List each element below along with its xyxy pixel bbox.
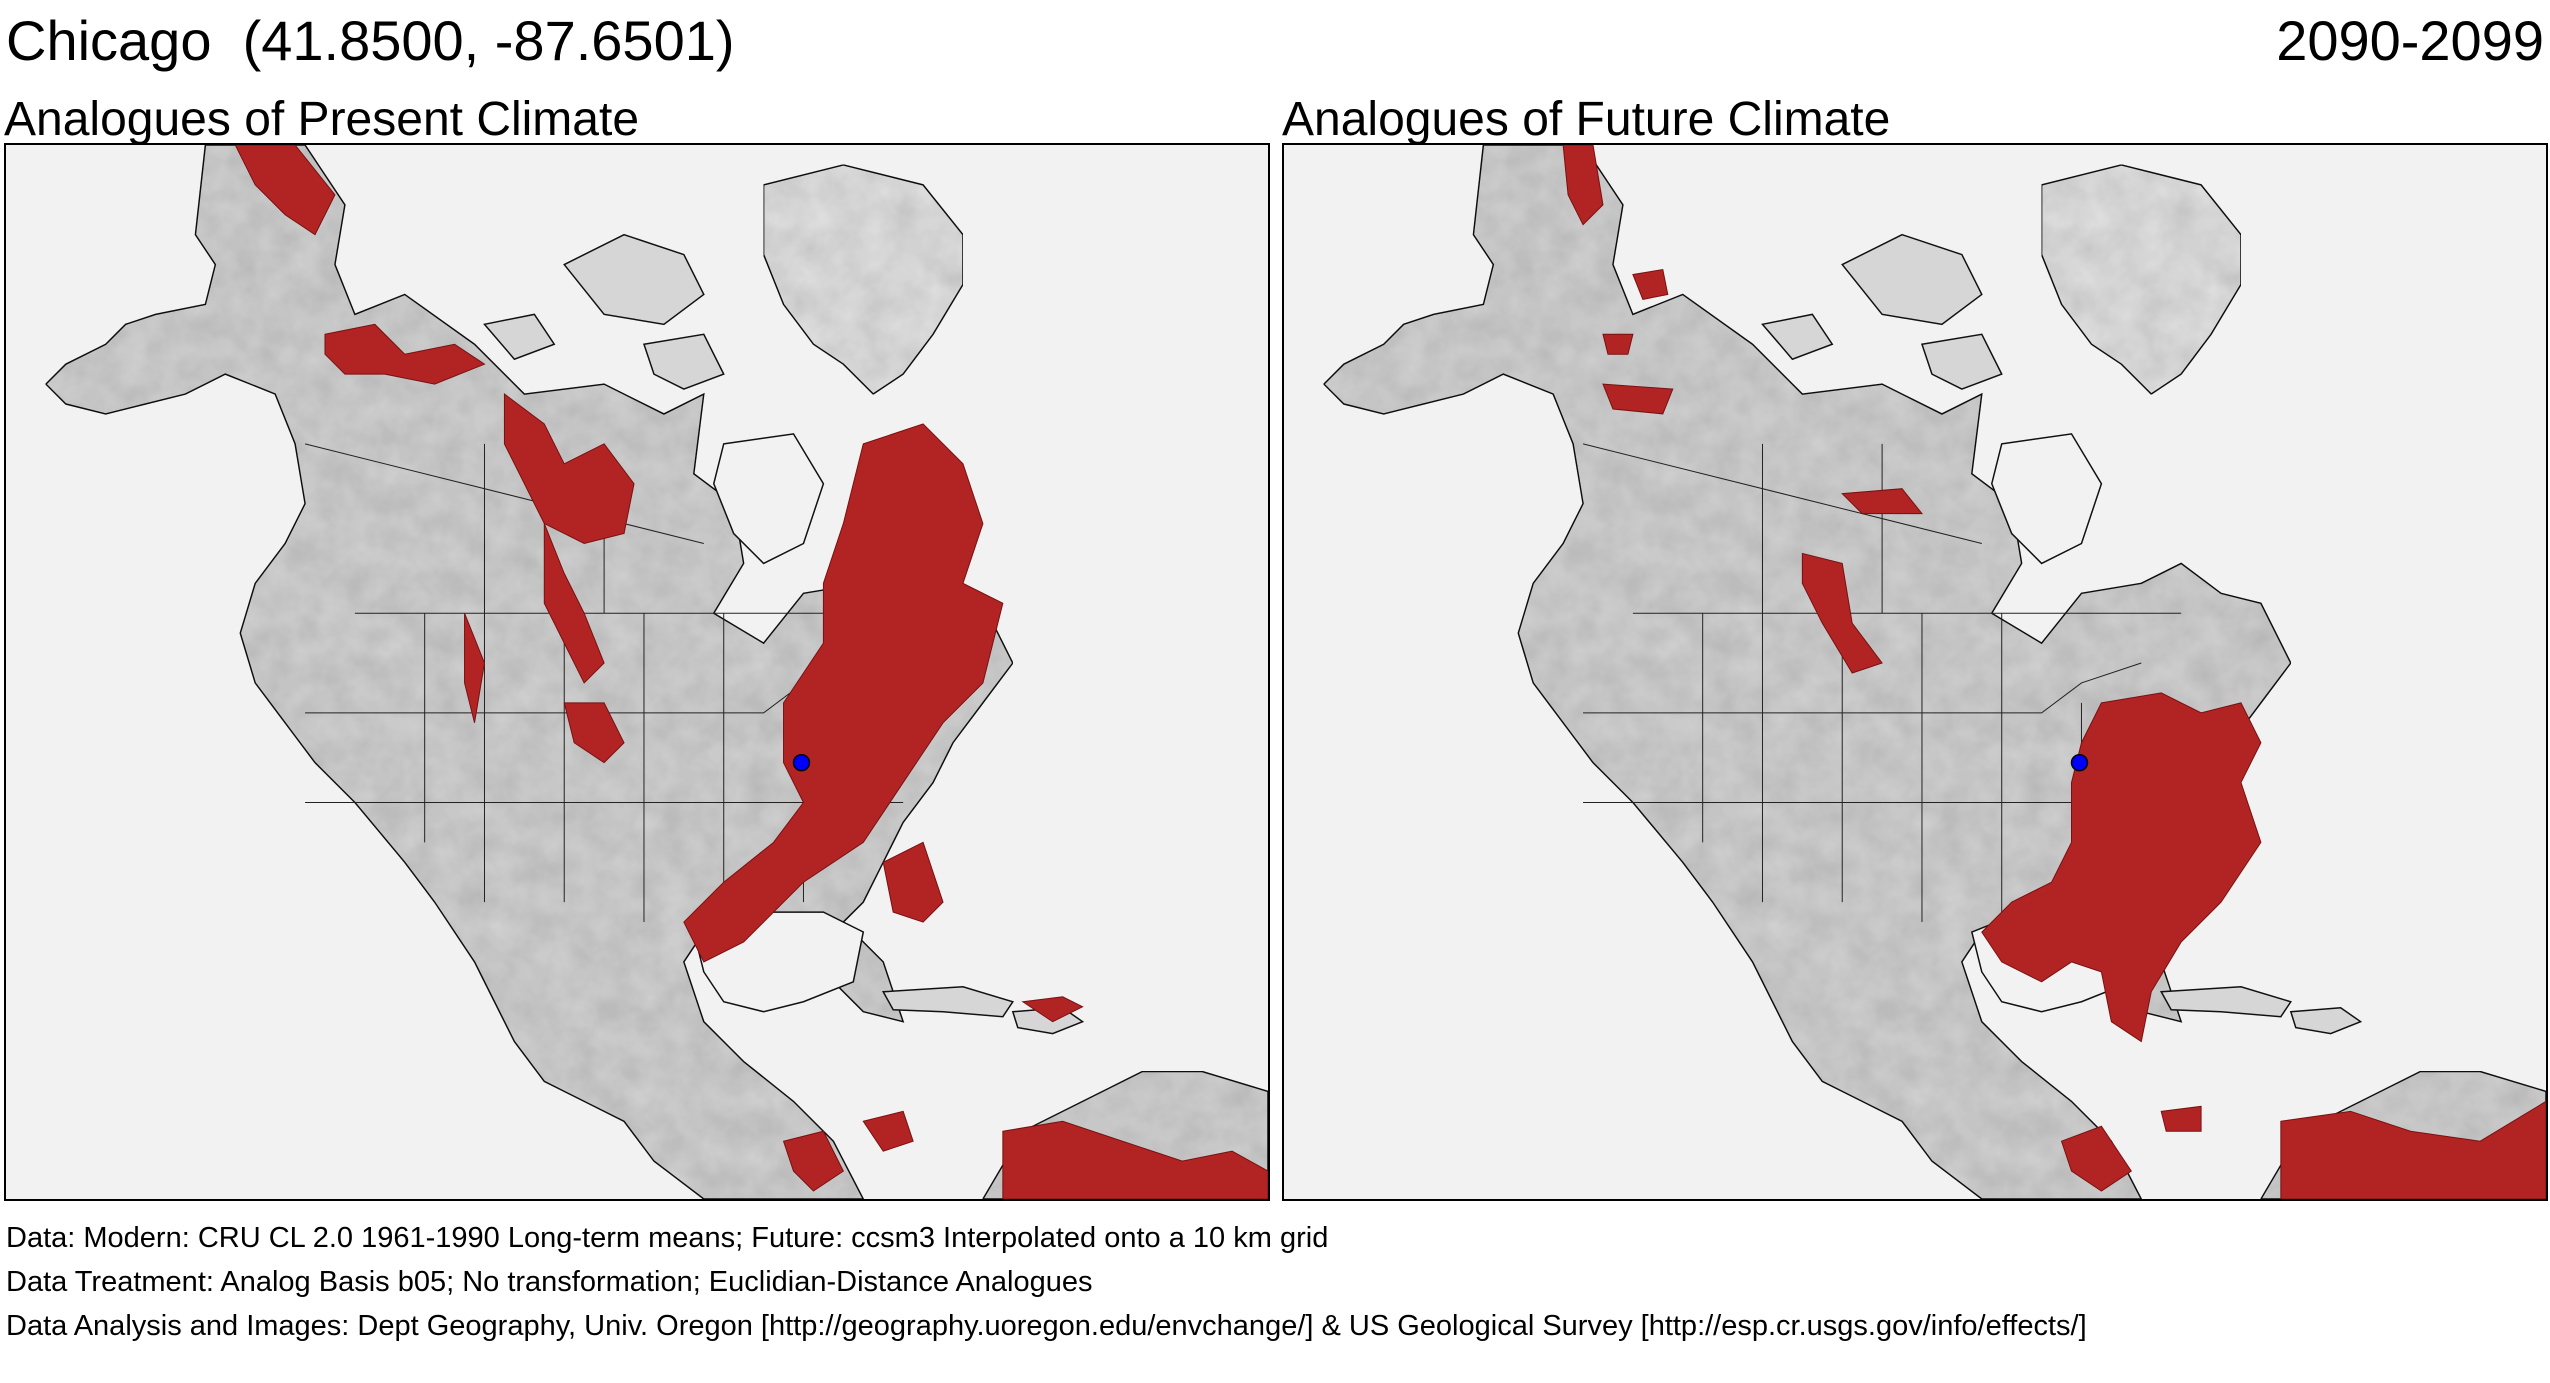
greenland-land xyxy=(762,164,964,396)
hudson-bay xyxy=(1990,433,2103,565)
analogue-regions xyxy=(234,145,1268,1199)
footer-analysis-line: Data Analysis and Images: Dept Geography… xyxy=(6,1310,2087,1342)
land-masses xyxy=(1322,145,2546,1199)
arctic-islands xyxy=(1761,233,2003,390)
greenland-land xyxy=(2040,164,2242,396)
borders xyxy=(1582,443,2182,923)
hispaniola xyxy=(2289,1006,2363,1035)
arctic-islands xyxy=(483,233,725,390)
city-coordinates: (41.8500, -87.6501) xyxy=(242,9,735,72)
city-name: Chicago xyxy=(6,9,212,72)
analogue-regions xyxy=(1562,145,2546,1199)
present-climate-map[interactable] xyxy=(4,143,1270,1201)
land-masses xyxy=(44,145,1268,1199)
present-panel-title: Analogues of Present Climate xyxy=(4,93,640,146)
hudson-bay xyxy=(712,433,825,565)
footer-data-line: Data: Modern: CRU CL 2.0 1961-1990 Long-… xyxy=(6,1222,1329,1254)
caribbean-islands xyxy=(881,986,1014,1018)
footer-treatment-line: Data Treatment: Analog Basis b05; No tra… xyxy=(6,1266,1093,1298)
page-title: Chicago (41.8500, -87.6501) xyxy=(6,6,735,76)
site-marker[interactable] xyxy=(792,753,811,772)
site-marker[interactable] xyxy=(2070,753,2089,772)
future-panel-title: Analogues of Future Climate xyxy=(1282,93,1891,146)
future-climate-map[interactable] xyxy=(1282,143,2548,1201)
caribbean-islands xyxy=(2159,986,2292,1018)
period-label: 2090-2099 xyxy=(2276,9,2544,72)
